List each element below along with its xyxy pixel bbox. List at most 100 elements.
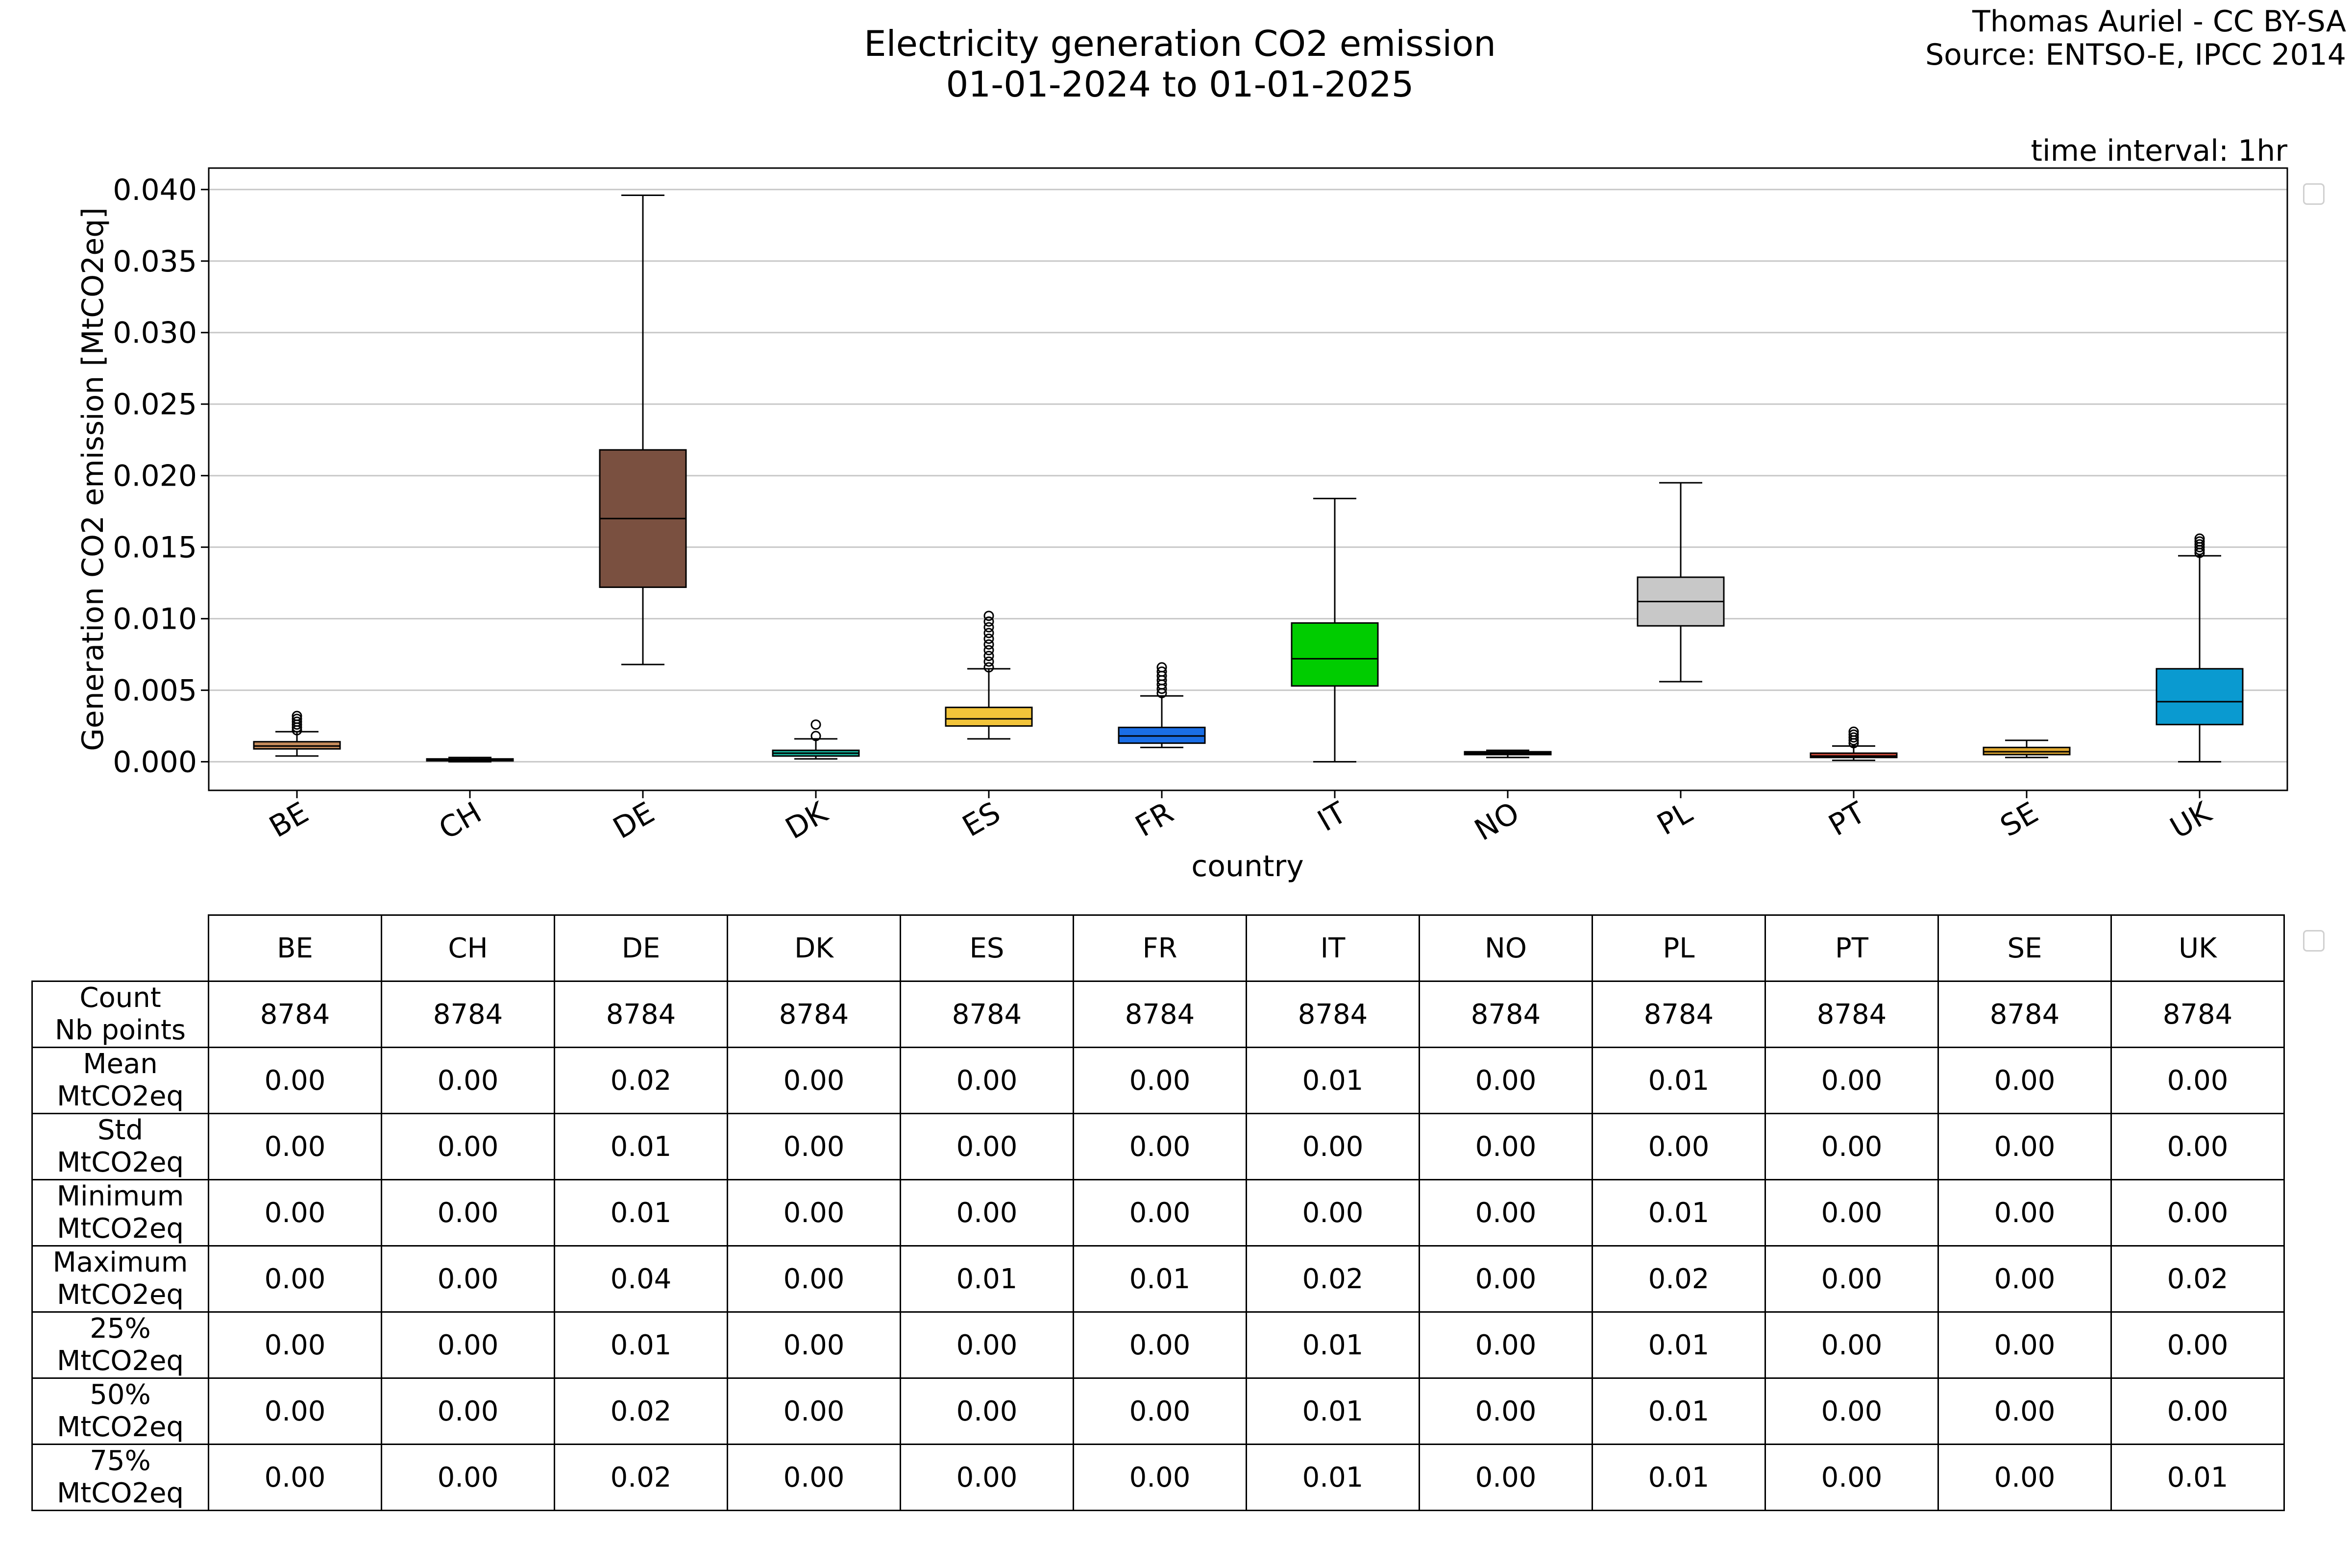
table-cell: 0.00 <box>208 1377 382 1445</box>
x-tick-label: DE <box>608 795 661 846</box>
box-FR <box>1118 662 1206 748</box>
table-cell: 0.00 <box>727 1113 901 1180</box>
x-tick-label: FR <box>1130 795 1179 844</box>
column-header: SE <box>1937 914 2112 982</box>
table-cell: 0.00 <box>208 1311 382 1379</box>
table-cell: 0.00 <box>1937 1245 2112 1313</box>
y-tick-label: 0.025 <box>113 388 197 422</box>
table-cell: 8784 <box>1419 980 1593 1048</box>
table-row: Maximum MtCO2eq 0.00 0.00 0.04 0.00 0.01 0.01 0.… <box>31 1245 2285 1313</box>
row-header-label: Std <box>97 1114 144 1146</box>
box-DK <box>772 719 860 760</box>
outlier-point <box>2194 536 2205 547</box>
table-cell: 0.00 <box>900 1444 1074 1511</box>
chart-title-line2: 01-01-2024 to 01-01-2025 <box>946 64 1414 105</box>
outlier-point <box>1156 666 1167 677</box>
table-cell: 0.00 <box>1764 1377 1939 1445</box>
table-row: 50% MtCO2eq 0.00 0.00 0.02 0.00 0.00 0.00 0.01 0.… <box>31 1377 2285 1445</box>
legend-checkbox-table[interactable] <box>2303 930 2325 952</box>
table-cell: 0.02 <box>554 1047 728 1114</box>
table-cell: 0.00 <box>1419 1311 1593 1379</box>
table-cell: 8784 <box>1246 980 1420 1048</box>
table-cell: 0.02 <box>1592 1245 1766 1313</box>
chart-title-line1: Electricity generation CO2 emission <box>864 23 1496 64</box>
table-cell: 0.00 <box>1073 1179 1247 1247</box>
table-cell: 8784 <box>208 980 382 1048</box>
outlier-point <box>2194 539 2205 550</box>
y-tick-label: 0.040 <box>113 173 197 207</box>
table-cell: 0.00 <box>1419 1377 1593 1445</box>
table-cell: 0.00 <box>1937 1311 2112 1379</box>
x-tick-label: CH <box>433 795 487 846</box>
y-tick-label: 0.030 <box>113 316 197 350</box>
y-tick-label: 0.000 <box>113 745 197 780</box>
outlier-point <box>810 719 821 730</box>
row-header: Count Nb points <box>31 980 209 1048</box>
y-tick-label: 0.015 <box>113 531 197 565</box>
table-cell: 0.00 <box>1419 1113 1593 1180</box>
row-header: Mean MtCO2eq <box>31 1047 209 1114</box>
outlier-point <box>292 710 302 721</box>
table-cell: 8784 <box>727 980 901 1048</box>
table-cell: 0.00 <box>381 1113 555 1180</box>
table-cell: 0.01 <box>1592 1444 1766 1511</box>
table-cell: 8784 <box>554 980 728 1048</box>
table-cell: 0.01 <box>1246 1311 1420 1379</box>
table-cell: 0.00 <box>1419 1245 1593 1313</box>
legend-checkbox-chart[interactable] <box>2303 183 2325 205</box>
outlier-point <box>1848 726 1859 737</box>
table-cell: 0.00 <box>2110 1377 2285 1445</box>
table-cell: 0.00 <box>1073 1377 1247 1445</box>
table-cell: 0.02 <box>2110 1245 2285 1313</box>
row-header-unit: MtCO2eq <box>56 1147 184 1178</box>
table-cell: 0.00 <box>2110 1311 2285 1379</box>
table-cell: 0.00 <box>208 1047 382 1114</box>
table-cell: 0.00 <box>381 1377 555 1445</box>
box-CH <box>426 757 514 763</box>
table-cell: 0.00 <box>900 1377 1074 1445</box>
table-cell: 0.01 <box>1592 1311 1766 1379</box>
row-header: Minimum MtCO2eq <box>31 1179 209 1247</box>
table-cell: 0.00 <box>1073 1047 1247 1114</box>
x-tick-label: UK <box>2164 795 2218 846</box>
table-cell: 0.00 <box>208 1444 382 1511</box>
table-cell: 0.01 <box>554 1179 728 1247</box>
table-cell: 0.01 <box>1592 1377 1766 1445</box>
row-header-unit: MtCO2eq <box>56 1213 184 1245</box>
table-cell: 0.00 <box>1937 1377 2112 1445</box>
table-cell: 8784 <box>1073 980 1247 1048</box>
y-tick-label: 0.010 <box>113 602 197 637</box>
table-cell: 0.01 <box>1073 1245 1247 1313</box>
column-header: NO <box>1419 914 1593 982</box>
table-cell: 0.00 <box>1073 1444 1247 1511</box>
table-cell: 0.00 <box>208 1113 382 1180</box>
column-header: DE <box>554 914 728 982</box>
outlier-point <box>1156 662 1167 673</box>
box-PT <box>1810 726 1898 761</box>
table-cell: 0.00 <box>727 1245 901 1313</box>
row-header: 25% MtCO2eq <box>31 1311 209 1379</box>
statistics-table: BE CH DE DK ES FR IT NO PL PT SE UK Count Nb points 87… <box>31 914 2285 1511</box>
table-cell: 0.02 <box>554 1377 728 1445</box>
box-UK <box>2156 533 2244 763</box>
row-header-unit: MtCO2eq <box>56 1080 184 1112</box>
x-tick-label: SE <box>1995 795 2044 844</box>
outlier-point <box>292 713 302 724</box>
table-cell: 0.00 <box>381 1311 555 1379</box>
row-header-unit: MtCO2eq <box>56 1411 184 1443</box>
x-tick-label: IT <box>1312 795 1352 838</box>
table-cell: 0.00 <box>727 1377 901 1445</box>
row-header-label: 25% <box>90 1313 151 1345</box>
outlier-point <box>2194 533 2205 544</box>
table-cell: 0.00 <box>727 1179 901 1247</box>
table-cell: 0.01 <box>1592 1047 1766 1114</box>
table-cell: 0.00 <box>1937 1113 2112 1180</box>
table-cell: 0.01 <box>900 1245 1074 1313</box>
outlier-point <box>983 611 994 621</box>
table-cell: 0.00 <box>208 1179 382 1247</box>
table-cell: 0.00 <box>1419 1179 1593 1247</box>
row-header-label: 75% <box>90 1445 151 1477</box>
box-NO <box>1464 749 1552 759</box>
y-axis: 0.000 0.005 0.010 0.015 0.020 0.025 0.030 0.035… <box>113 173 209 780</box>
row-header: 75% MtCO2eq <box>31 1444 209 1511</box>
